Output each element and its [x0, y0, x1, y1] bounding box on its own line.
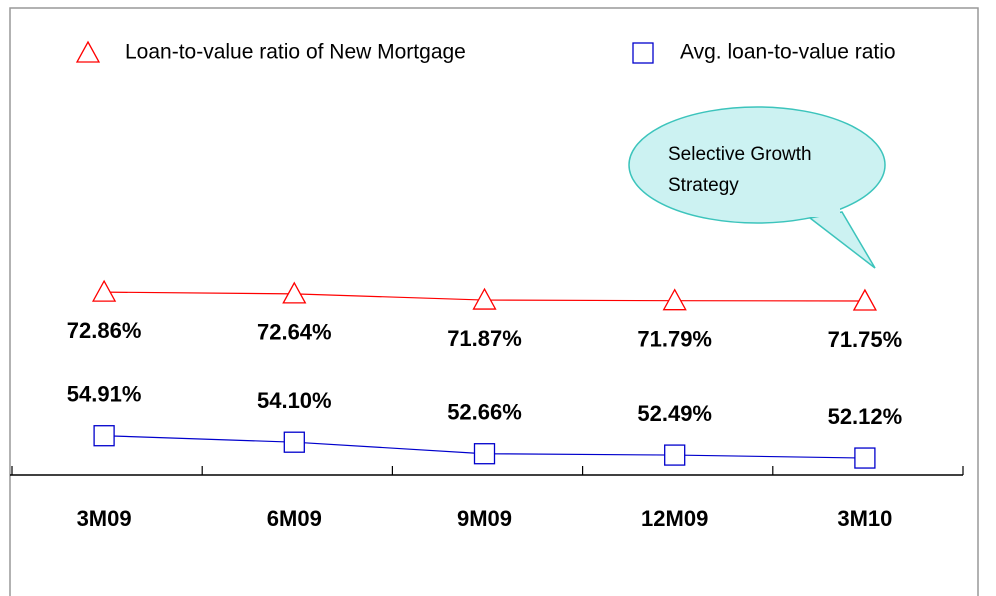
marker [93, 425, 115, 447]
x-tick-label: 12M09 [641, 506, 708, 531]
x-tick-label: 3M10 [837, 506, 892, 531]
legend-marker [75, 40, 101, 63]
annotation: Selective Growth [668, 144, 812, 165]
marker [472, 287, 497, 310]
marker [92, 279, 117, 302]
data-label: 54.10% [257, 388, 332, 413]
x-tick-label: 9M09 [457, 506, 512, 531]
marker [664, 444, 686, 466]
data-label: 72.86% [67, 318, 142, 343]
legend-label: Loan-to-value ratio of New Mortgage [125, 41, 466, 64]
data-label: 71.79% [637, 326, 712, 351]
data-label: 52.12% [828, 404, 903, 429]
data-label: 71.75% [828, 327, 903, 352]
annotation: Strategy [668, 175, 739, 196]
chart-border [9, 7, 979, 596]
marker [852, 288, 877, 311]
marker [473, 443, 496, 465]
callout: Selective Growth Strategy [628, 106, 886, 269]
data-label: 71.87% [447, 326, 522, 351]
callout-join [790, 205, 840, 217]
marker [854, 447, 876, 469]
x-tick-label: 6M09 [267, 506, 322, 531]
callout-bubble [628, 106, 886, 224]
data-label: 52.66% [447, 400, 522, 425]
marker [662, 288, 687, 311]
data-label: 54.91% [67, 382, 142, 407]
data-label: 72.64% [257, 320, 332, 345]
data-label: 52.49% [637, 401, 712, 426]
marker [282, 281, 307, 304]
marker [283, 431, 305, 453]
legend-marker [632, 42, 654, 64]
legend-label: Avg. loan-to-value ratio [680, 41, 896, 64]
x-tick-label: 3M09 [77, 506, 132, 531]
callout-tail [808, 211, 876, 269]
